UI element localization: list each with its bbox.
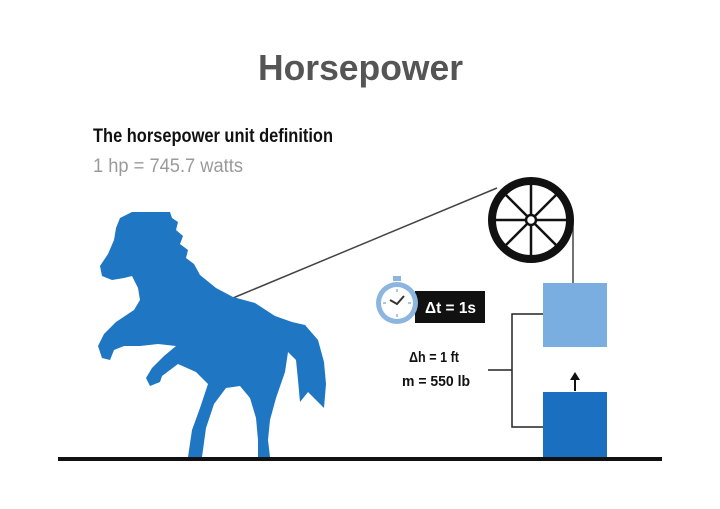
- height-bracket: [488, 313, 543, 428]
- ground-line: [58, 457, 662, 461]
- arrow-up-icon: [570, 372, 580, 391]
- title: Horsepower: [258, 47, 463, 88]
- rope-horse-to-pulley: [232, 187, 498, 299]
- horse-icon: [98, 212, 326, 457]
- subtitle: The horsepower unit definition: [93, 126, 333, 147]
- definition-text: 1 hp = 745.7 watts: [93, 156, 243, 177]
- mass-label: m = 550 lb: [402, 373, 470, 390]
- box-lifted-position: [543, 283, 607, 347]
- pulley-wheel-icon: [488, 177, 574, 263]
- box-start-position: [543, 392, 607, 457]
- height-label: Δh = 1 ft: [409, 349, 459, 366]
- time-label-background: [415, 291, 485, 323]
- time-label: Δt = 1s: [425, 300, 476, 317]
- stopwatch-icon: [376, 276, 485, 324]
